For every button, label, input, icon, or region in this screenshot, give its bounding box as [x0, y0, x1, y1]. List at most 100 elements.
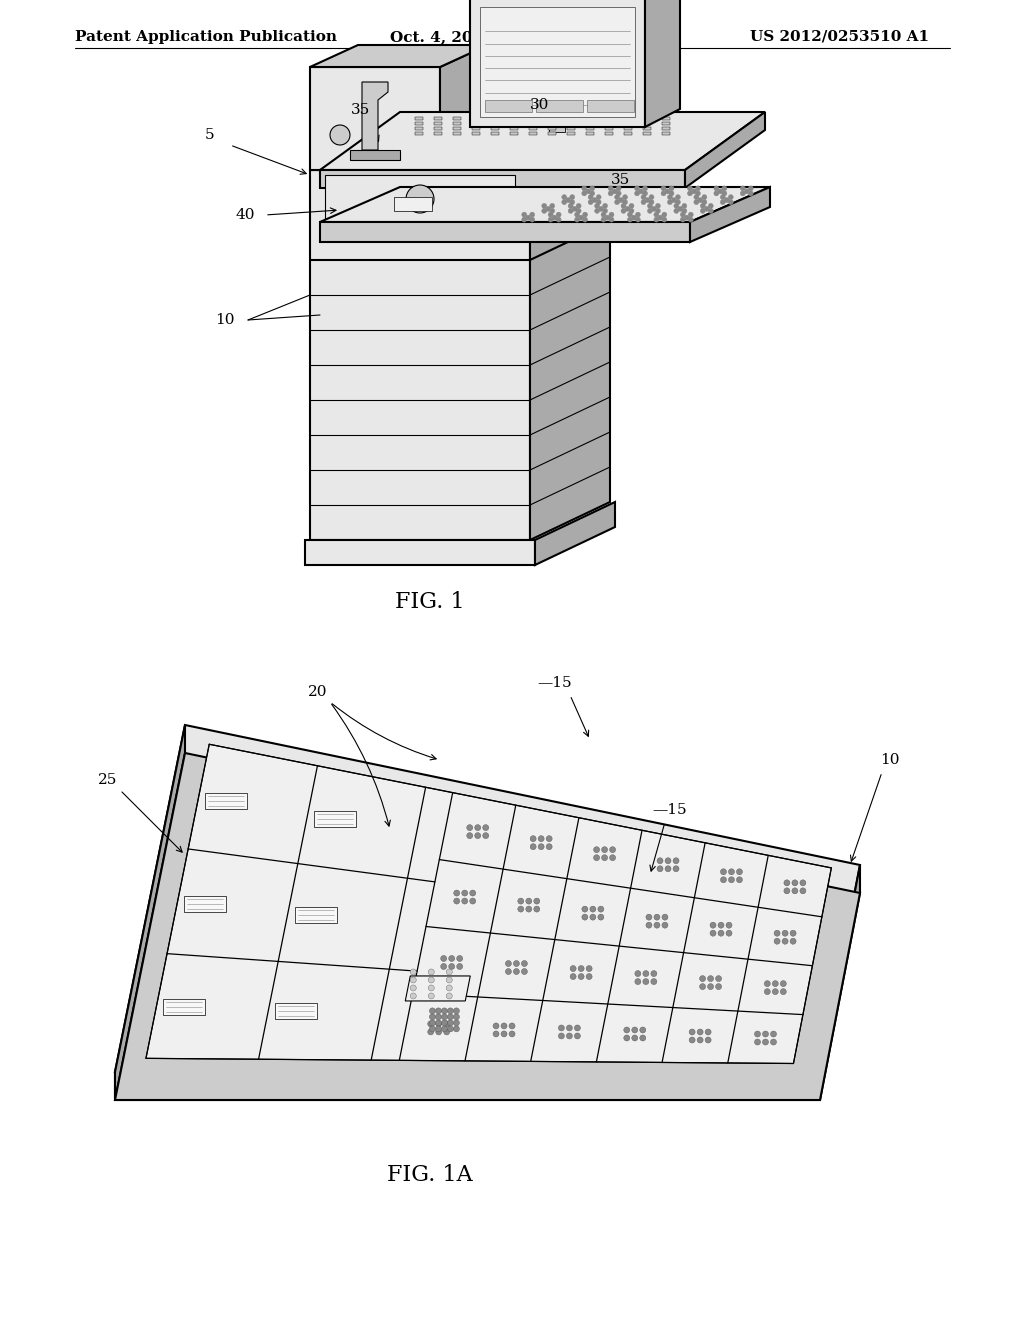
Circle shape — [763, 1031, 768, 1038]
Circle shape — [595, 203, 600, 209]
Polygon shape — [529, 132, 537, 135]
Circle shape — [689, 1030, 695, 1035]
Text: 30: 30 — [530, 98, 550, 112]
Circle shape — [699, 983, 706, 990]
Circle shape — [632, 1035, 638, 1041]
Circle shape — [550, 203, 555, 209]
Circle shape — [749, 186, 754, 191]
Circle shape — [649, 199, 654, 205]
Polygon shape — [529, 127, 537, 129]
Circle shape — [577, 203, 582, 209]
Circle shape — [649, 194, 654, 199]
Circle shape — [772, 989, 778, 995]
Circle shape — [629, 203, 634, 209]
Circle shape — [435, 1026, 441, 1032]
Circle shape — [624, 1035, 630, 1041]
Circle shape — [791, 939, 796, 944]
Circle shape — [700, 203, 706, 209]
Circle shape — [680, 216, 685, 222]
Polygon shape — [662, 117, 670, 120]
Polygon shape — [115, 752, 860, 1100]
Circle shape — [574, 216, 580, 222]
Circle shape — [446, 977, 453, 983]
Polygon shape — [415, 132, 423, 135]
Polygon shape — [453, 127, 461, 129]
Circle shape — [482, 825, 488, 830]
Circle shape — [657, 215, 663, 220]
Circle shape — [552, 215, 557, 220]
Circle shape — [475, 825, 480, 830]
Circle shape — [662, 191, 666, 195]
Polygon shape — [530, 132, 610, 540]
Circle shape — [782, 939, 788, 944]
Circle shape — [568, 203, 573, 209]
Circle shape — [447, 1020, 454, 1026]
Polygon shape — [472, 132, 480, 135]
Polygon shape — [319, 187, 770, 222]
Circle shape — [665, 858, 671, 863]
Text: FIG. 1: FIG. 1 — [395, 591, 465, 612]
Circle shape — [435, 1020, 441, 1027]
Polygon shape — [490, 117, 499, 120]
Circle shape — [596, 199, 601, 205]
Circle shape — [724, 198, 729, 203]
Circle shape — [695, 186, 700, 191]
Circle shape — [755, 1031, 761, 1038]
Circle shape — [720, 199, 725, 205]
Circle shape — [590, 186, 595, 191]
Circle shape — [687, 191, 692, 195]
Circle shape — [525, 215, 530, 220]
Polygon shape — [394, 197, 432, 210]
Circle shape — [529, 216, 535, 222]
Polygon shape — [406, 975, 470, 1001]
Polygon shape — [529, 117, 537, 120]
Polygon shape — [415, 127, 423, 129]
Text: FIG. 1A: FIG. 1A — [387, 1164, 473, 1185]
Circle shape — [655, 209, 660, 214]
Circle shape — [435, 1014, 441, 1020]
Circle shape — [662, 923, 668, 928]
Circle shape — [716, 983, 722, 990]
Circle shape — [714, 186, 719, 191]
Text: 40: 40 — [236, 209, 255, 222]
Circle shape — [672, 198, 677, 203]
Circle shape — [616, 191, 622, 195]
Polygon shape — [643, 132, 651, 135]
Polygon shape — [184, 896, 226, 912]
Circle shape — [647, 203, 652, 209]
Circle shape — [674, 203, 679, 209]
Circle shape — [654, 915, 659, 920]
Circle shape — [509, 1023, 515, 1028]
Polygon shape — [434, 117, 442, 120]
Circle shape — [684, 215, 689, 220]
Circle shape — [728, 194, 733, 199]
Circle shape — [687, 186, 692, 191]
Circle shape — [609, 213, 614, 216]
Polygon shape — [643, 121, 651, 125]
Circle shape — [429, 1014, 435, 1020]
Circle shape — [629, 209, 634, 214]
Polygon shape — [164, 999, 206, 1015]
Polygon shape — [605, 127, 613, 129]
Circle shape — [635, 978, 641, 985]
Circle shape — [669, 191, 674, 195]
Circle shape — [428, 993, 434, 999]
Circle shape — [556, 216, 561, 222]
Circle shape — [665, 866, 671, 871]
Polygon shape — [510, 132, 518, 135]
Circle shape — [546, 843, 552, 850]
Circle shape — [609, 216, 614, 222]
Circle shape — [694, 194, 698, 199]
Polygon shape — [548, 117, 556, 120]
Circle shape — [635, 186, 640, 191]
Polygon shape — [434, 127, 442, 129]
Circle shape — [608, 186, 613, 191]
Circle shape — [590, 906, 596, 912]
Polygon shape — [305, 540, 535, 565]
Polygon shape — [535, 502, 615, 565]
Circle shape — [701, 199, 707, 205]
Circle shape — [780, 989, 786, 995]
Circle shape — [588, 199, 593, 205]
Polygon shape — [567, 117, 575, 120]
Polygon shape — [115, 725, 860, 1072]
